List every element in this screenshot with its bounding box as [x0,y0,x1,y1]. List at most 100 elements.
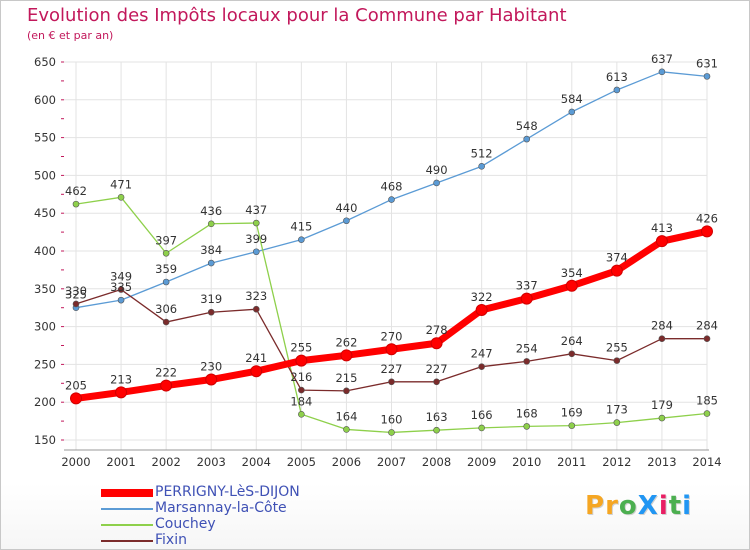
data-point [72,200,80,208]
legend-swatch-marsannay [101,508,153,510]
data-label: 325 [65,288,87,302]
data-label: 164 [335,409,357,423]
legend-label: Couchey [155,516,216,532]
x-tick-label: 2013 [647,455,676,469]
data-point [343,387,350,395]
data-point [658,414,666,422]
data-point [478,163,485,170]
y-tick-label: 650 [34,55,56,69]
data-label: 213 [110,372,132,386]
data-label: 241 [245,351,267,365]
data-point [252,219,260,227]
data-label: 264 [561,334,583,348]
logo-letter: X [637,491,659,521]
x-tick-label: 2000 [61,455,90,469]
data-point [703,73,711,80]
data-label: 354 [561,266,583,280]
data-label: 471 [110,177,132,191]
y-tick-label: 500 [34,168,56,182]
data-label: 216 [290,370,312,384]
data-label: 184 [290,394,312,408]
data-point [343,217,350,225]
data-label: 179 [651,398,673,412]
data-label: 322 [471,290,493,304]
data-label: 306 [155,302,177,316]
x-tick-label: 2007 [377,455,406,469]
data-point [117,286,125,293]
data-point [252,305,260,313]
data-label: 349 [110,270,132,284]
data-point [162,249,170,257]
data-label: 166 [471,408,493,422]
data-label: 637 [651,52,673,66]
data-label: 490 [426,163,448,177]
data-label: 169 [561,406,583,420]
data-point [433,179,440,187]
data-point [568,422,576,429]
x-tick-label: 2005 [287,455,316,469]
data-label: 512 [471,146,493,160]
data-label: 173 [606,403,628,417]
x-tick-label: 2009 [467,455,496,469]
data-point [568,350,576,358]
data-point [252,248,260,256]
data-point [475,303,488,316]
y-tick-label: 600 [34,93,56,107]
chart-subtitle: (en € et par an) [27,29,114,42]
x-tick-label: 2011 [557,455,586,469]
legend-label: PERRIGNY-LèS-DIJON [155,484,300,500]
x-tick-label: 2002 [152,455,181,469]
x-tick-label: 2010 [512,455,541,469]
x-tick-label: 2003 [197,455,226,469]
data-point [613,357,621,364]
data-label: 222 [155,366,177,380]
y-tick-label: 450 [34,206,56,220]
y-tick-label: 250 [34,357,56,371]
data-point [205,373,218,386]
data-point [70,392,82,405]
data-label: 399 [245,232,267,246]
data-point [701,225,713,238]
logo-letter: P [585,491,606,521]
data-point [523,358,531,365]
data-point [568,108,576,116]
data-label: 337 [516,279,538,293]
data-label: 227 [381,362,403,376]
data-point [655,235,668,248]
data-label: 548 [516,119,538,133]
legend-label: Marsannay-la-Côte [155,500,287,516]
data-point [207,308,215,316]
data-label: 613 [606,70,628,84]
data-point [162,278,170,286]
data-label: 359 [155,262,177,276]
data-label: 319 [200,292,222,306]
data-label: 262 [335,335,357,349]
data-point [117,194,125,201]
data-point [703,335,711,342]
data-label: 384 [200,243,222,257]
y-tick-label: 400 [34,244,56,258]
data-point [117,296,125,304]
y-tick-label: 300 [34,320,56,334]
data-point [658,68,666,76]
data-label: 323 [245,289,267,303]
data-label: 255 [290,341,312,355]
logo-letter: r [605,491,619,521]
data-point [295,354,308,367]
data-label: 168 [516,406,538,420]
data-point [298,236,305,243]
data-point [250,365,263,378]
logo-letter: o [618,491,638,521]
data-point [388,429,395,436]
data-label: 205 [65,378,87,392]
chart-title: Evolution des Impôts locaux pour la Comm… [27,5,567,26]
data-point [385,343,398,356]
data-label: 255 [606,341,628,355]
data-label: 230 [200,360,222,374]
x-tick-label: 2012 [602,455,631,469]
data-label: 335 [110,280,132,294]
x-tick-label: 2014 [692,455,721,469]
data-label: 374 [606,251,628,265]
